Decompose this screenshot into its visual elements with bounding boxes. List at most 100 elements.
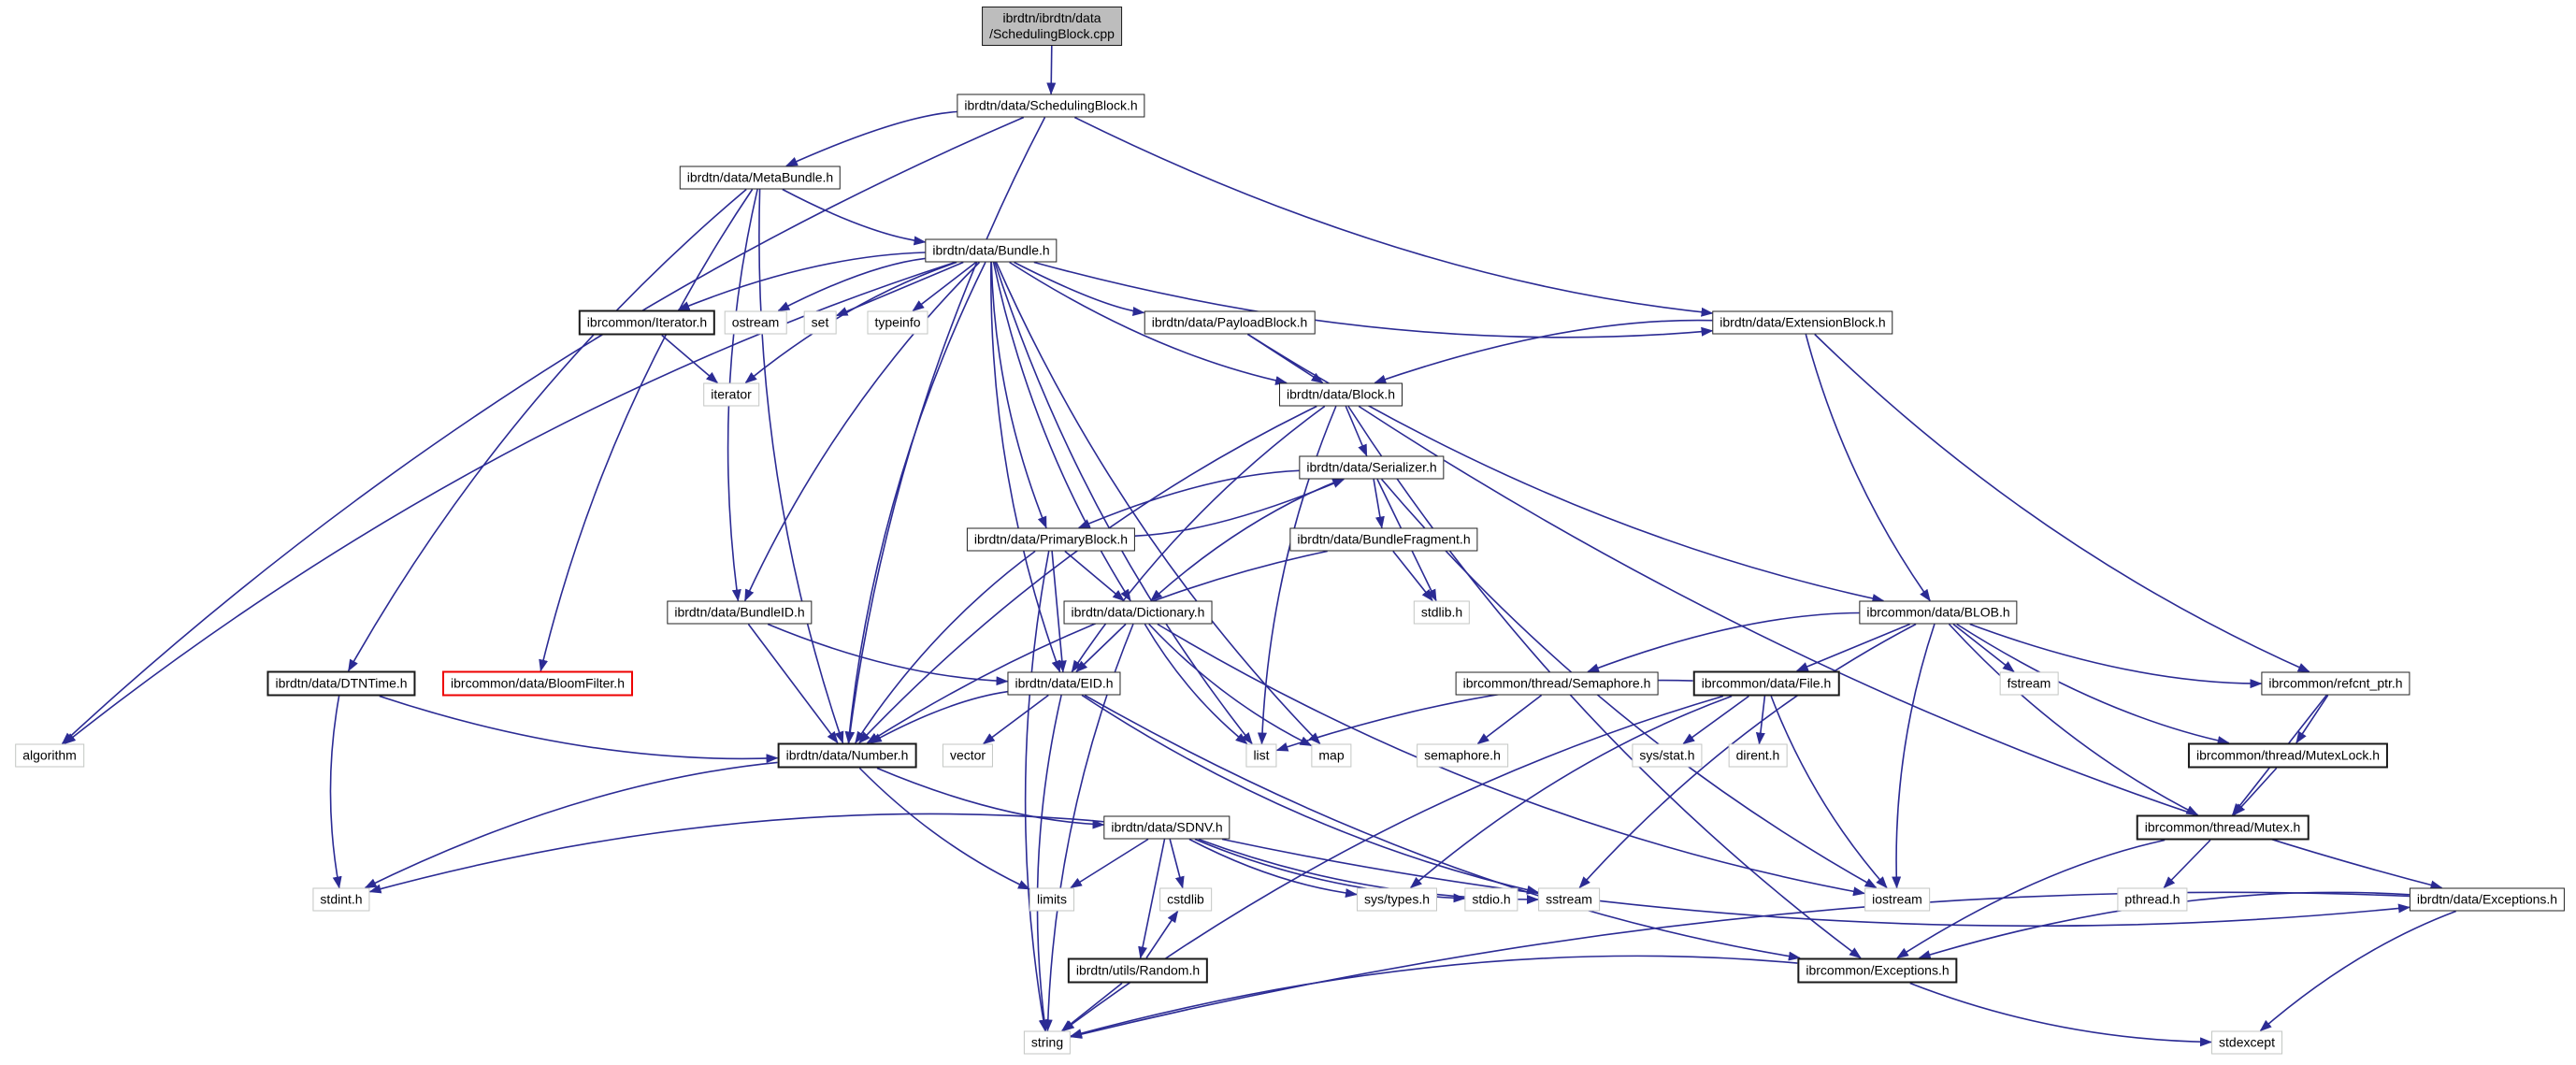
graph-node-stdexcept: stdexcept	[2211, 1030, 2282, 1055]
graph-node-refcnt-ptr-h[interactable]: ibrcommon/refcnt_ptr.h	[2261, 671, 2411, 696]
graph-node-dictionary-h[interactable]: ibrdtn/data/Dictionary.h	[1063, 600, 1213, 625]
edge-metabundle-h-to-bloomfilter-h	[539, 189, 754, 672]
edge-block-h-to-ibr-exceptions-h	[1347, 406, 1862, 959]
edge-eid-h-to-vector	[982, 694, 1049, 745]
graph-node-blob-h[interactable]: ibrcommon/data/BLOB.h	[1859, 600, 2018, 625]
edge-mutexlock-h-to-mutex-h	[2233, 767, 2278, 816]
graph-node-serializer-h[interactable]: ibrdtn/data/Serializer.h	[1299, 455, 1445, 480]
graph-node-ibr-exceptions-h[interactable]: ibrcommon/Exceptions.h	[1797, 957, 1958, 984]
edge-metabundle-h-to-number-h	[758, 189, 844, 744]
graph-node-pthread-h: pthread.h	[2117, 887, 2188, 912]
edge-schedulingblock-h-to-extensionblock-h	[1073, 116, 1714, 317]
edge-sdnv-h-to-cstdlib	[1169, 839, 1185, 889]
graph-node-schedulingblock-h[interactable]: ibrdtn/data/SchedulingBlock.h	[957, 94, 1145, 118]
edge-sdnv-h-to-limits	[1070, 838, 1149, 889]
edge-schedulingblock-cpp-to-schedulingblock-h	[1046, 45, 1057, 95]
edge-file-h-to-dirent-h	[1755, 696, 1766, 745]
edge-dictionary-h-to-eid-h	[1075, 623, 1127, 673]
edge-extensionblock-h-to-block-h	[1374, 319, 1713, 384]
edge-bundle-h-to-extensionblock-h	[1033, 261, 1714, 338]
edge-bundle-h-to-dictionary-h	[992, 262, 1131, 602]
edge-dtn-exceptions-h-to-string	[1070, 891, 2411, 1039]
edge-block-h-to-dtn-exceptions-h	[1358, 405, 2443, 890]
graph-node-metabundle-h[interactable]: ibrdtn/data/MetaBundle.h	[679, 166, 842, 190]
edge-dtntime-h-to-number-h	[379, 695, 779, 764]
edge-dtn-exceptions-h-to-stdexcept	[2259, 910, 2456, 1032]
graph-node-mutex-h[interactable]: ibrcommon/thread/Mutex.h	[2136, 814, 2310, 841]
graph-node-file-h[interactable]: ibrcommon/data/File.h	[1692, 670, 1840, 697]
graph-node-dtn-exceptions-h[interactable]: ibrdtn/data/Exceptions.h	[2409, 887, 2566, 912]
graph-node-bundleid-h[interactable]: ibrdtn/data/BundleID.h	[667, 600, 813, 625]
edge-block-h-to-eid-h	[1071, 405, 1326, 673]
edge-blob-h-to-sstream	[1578, 623, 1917, 889]
graph-node-iterator: iterator	[703, 382, 759, 407]
edge-random-h-to-cstdlib	[1145, 910, 1179, 958]
graph-node-sys-stat-h: sys/stat.h	[1632, 743, 1703, 768]
edge-bundle-h-to-iterator-h	[677, 252, 926, 311]
edge-block-h-to-serializer-h	[1345, 406, 1368, 457]
edge-bundleid-h-to-eid-h	[767, 623, 1009, 686]
edge-dictionary-h-to-map	[1148, 623, 1313, 747]
graph-node-stdio-h: stdio.h	[1464, 887, 1518, 912]
edge-eid-h-to-sstream	[1081, 694, 1539, 895]
graph-node-block-h[interactable]: ibrdtn/data/Block.h	[1279, 382, 1403, 407]
edge-primaryblock-h-to-dictionary-h	[1064, 550, 1125, 602]
edge-bundle-h-to-payloadblock-h	[1014, 261, 1145, 316]
graph-node-stdlib-h: stdlib.h	[1413, 600, 1471, 625]
edge-block-h-to-number-h	[858, 405, 1317, 744]
edge-bundlefragment-h-to-stdlib-h	[1392, 551, 1433, 602]
edge-blob-h-to-semaphore-h	[1587, 612, 1860, 673]
graph-node-bundle-h[interactable]: ibrdtn/data/Bundle.h	[925, 238, 1058, 263]
graph-node-extensionblock-h[interactable]: ibrdtn/data/ExtensionBlock.h	[1712, 310, 1893, 335]
edge-schedulingblock-h-to-metabundle-h	[784, 110, 957, 167]
edge-bundleid-h-to-number-h	[747, 624, 839, 744]
graph-node-ostream: ostream	[724, 310, 787, 335]
graph-node-semaphore-sys-h: semaphore.h	[1417, 743, 1508, 768]
edge-blob-h-to-mutex-h	[1948, 623, 2199, 816]
edge-semaphore-h-to-semaphore-sys-h	[1476, 694, 1543, 745]
edge-file-h-to-sys-stat-h	[1682, 695, 1749, 745]
edge-number-h-to-stdint-h	[364, 761, 778, 889]
graph-node-payloadblock-h[interactable]: ibrdtn/data/PayloadBlock.h	[1144, 310, 1316, 335]
graph-node-primaryblock-h[interactable]: ibrdtn/data/PrimaryBlock.h	[966, 527, 1136, 552]
edge-sdnv-h-to-dtn-exceptions-h	[1221, 838, 2411, 928]
edge-random-h-to-string	[1060, 982, 1123, 1032]
graph-node-dtntime-h[interactable]: ibrdtn/data/DTNTime.h	[266, 670, 416, 697]
graph-node-bloomfilter-h[interactable]: ibrcommon/data/BloomFilter.h	[442, 670, 633, 697]
graph-node-fstream: fstream	[1999, 671, 2059, 696]
edge-eid-h-to-string	[1036, 695, 1062, 1032]
edge-metabundle-h-to-dtntime-h	[347, 188, 747, 672]
edge-ibr-exceptions-h-to-string	[1070, 955, 1798, 1038]
edge-bundle-h-to-bundleid-h	[743, 261, 981, 602]
graph-node-cstdlib: cstdlib	[1159, 887, 1212, 912]
edge-bundle-h-to-primaryblock-h	[990, 262, 1047, 529]
edge-bundle-h-to-eid-h	[990, 262, 1061, 673]
edge-primaryblock-h-to-eid-h	[1051, 551, 1067, 673]
edge-serializer-h-to-primaryblock-h	[1077, 469, 1300, 529]
edge-ibr-exceptions-h-to-stdexcept	[1909, 982, 2212, 1047]
edge-primaryblock-h-to-number-h	[855, 550, 1036, 744]
graph-node-number-h[interactable]: ibrdtn/data/Number.h	[777, 742, 917, 769]
edge-bundle-h-to-map	[995, 262, 1321, 745]
edge-refcnt-ptr-h-to-mutexlock-h	[2295, 695, 2329, 744]
graph-node-random-h[interactable]: ibrdtn/utils/Random.h	[1067, 957, 1209, 984]
graph-node-iterator-h[interactable]: ibrcommon/Iterator.h	[578, 309, 716, 336]
graph-node-eid-h[interactable]: ibrdtn/data/EID.h	[1007, 671, 1121, 696]
edge-eid-h-to-number-h	[869, 690, 1008, 744]
edge-sdnv-h-to-random-h	[1138, 839, 1166, 959]
edge-extensionblock-h-to-blob-h	[1805, 334, 1931, 602]
graph-node-semaphore-h[interactable]: ibrcommon/thread/Semaphore.h	[1455, 671, 1659, 696]
edge-blob-h-to-iostream	[1892, 624, 1936, 889]
graph-node-stdint-h: stdint.h	[312, 887, 370, 912]
graph-node-schedulingblock-cpp: ibrdtn/ibrdtn/data /SchedulingBlock.cpp	[982, 7, 1122, 46]
graph-node-vector: vector	[942, 743, 994, 768]
edge-bundle-h-to-ostream	[777, 257, 926, 312]
graph-node-bundlefragment-h[interactable]: ibrdtn/data/BundleFragment.h	[1289, 527, 1478, 552]
graph-node-dirent-h: dirent.h	[1728, 743, 1788, 768]
graph-node-sys-types-h: sys/types.h	[1356, 887, 1438, 912]
edge-serializer-h-to-bundlefragment-h	[1373, 479, 1385, 529]
graph-node-mutexlock-h[interactable]: ibrcommon/thread/MutexLock.h	[2187, 742, 2389, 769]
graph-node-sdnv-h[interactable]: ibrdtn/data/SDNV.h	[1103, 815, 1230, 840]
edge-dictionary-h-to-iostream	[1157, 623, 1865, 897]
